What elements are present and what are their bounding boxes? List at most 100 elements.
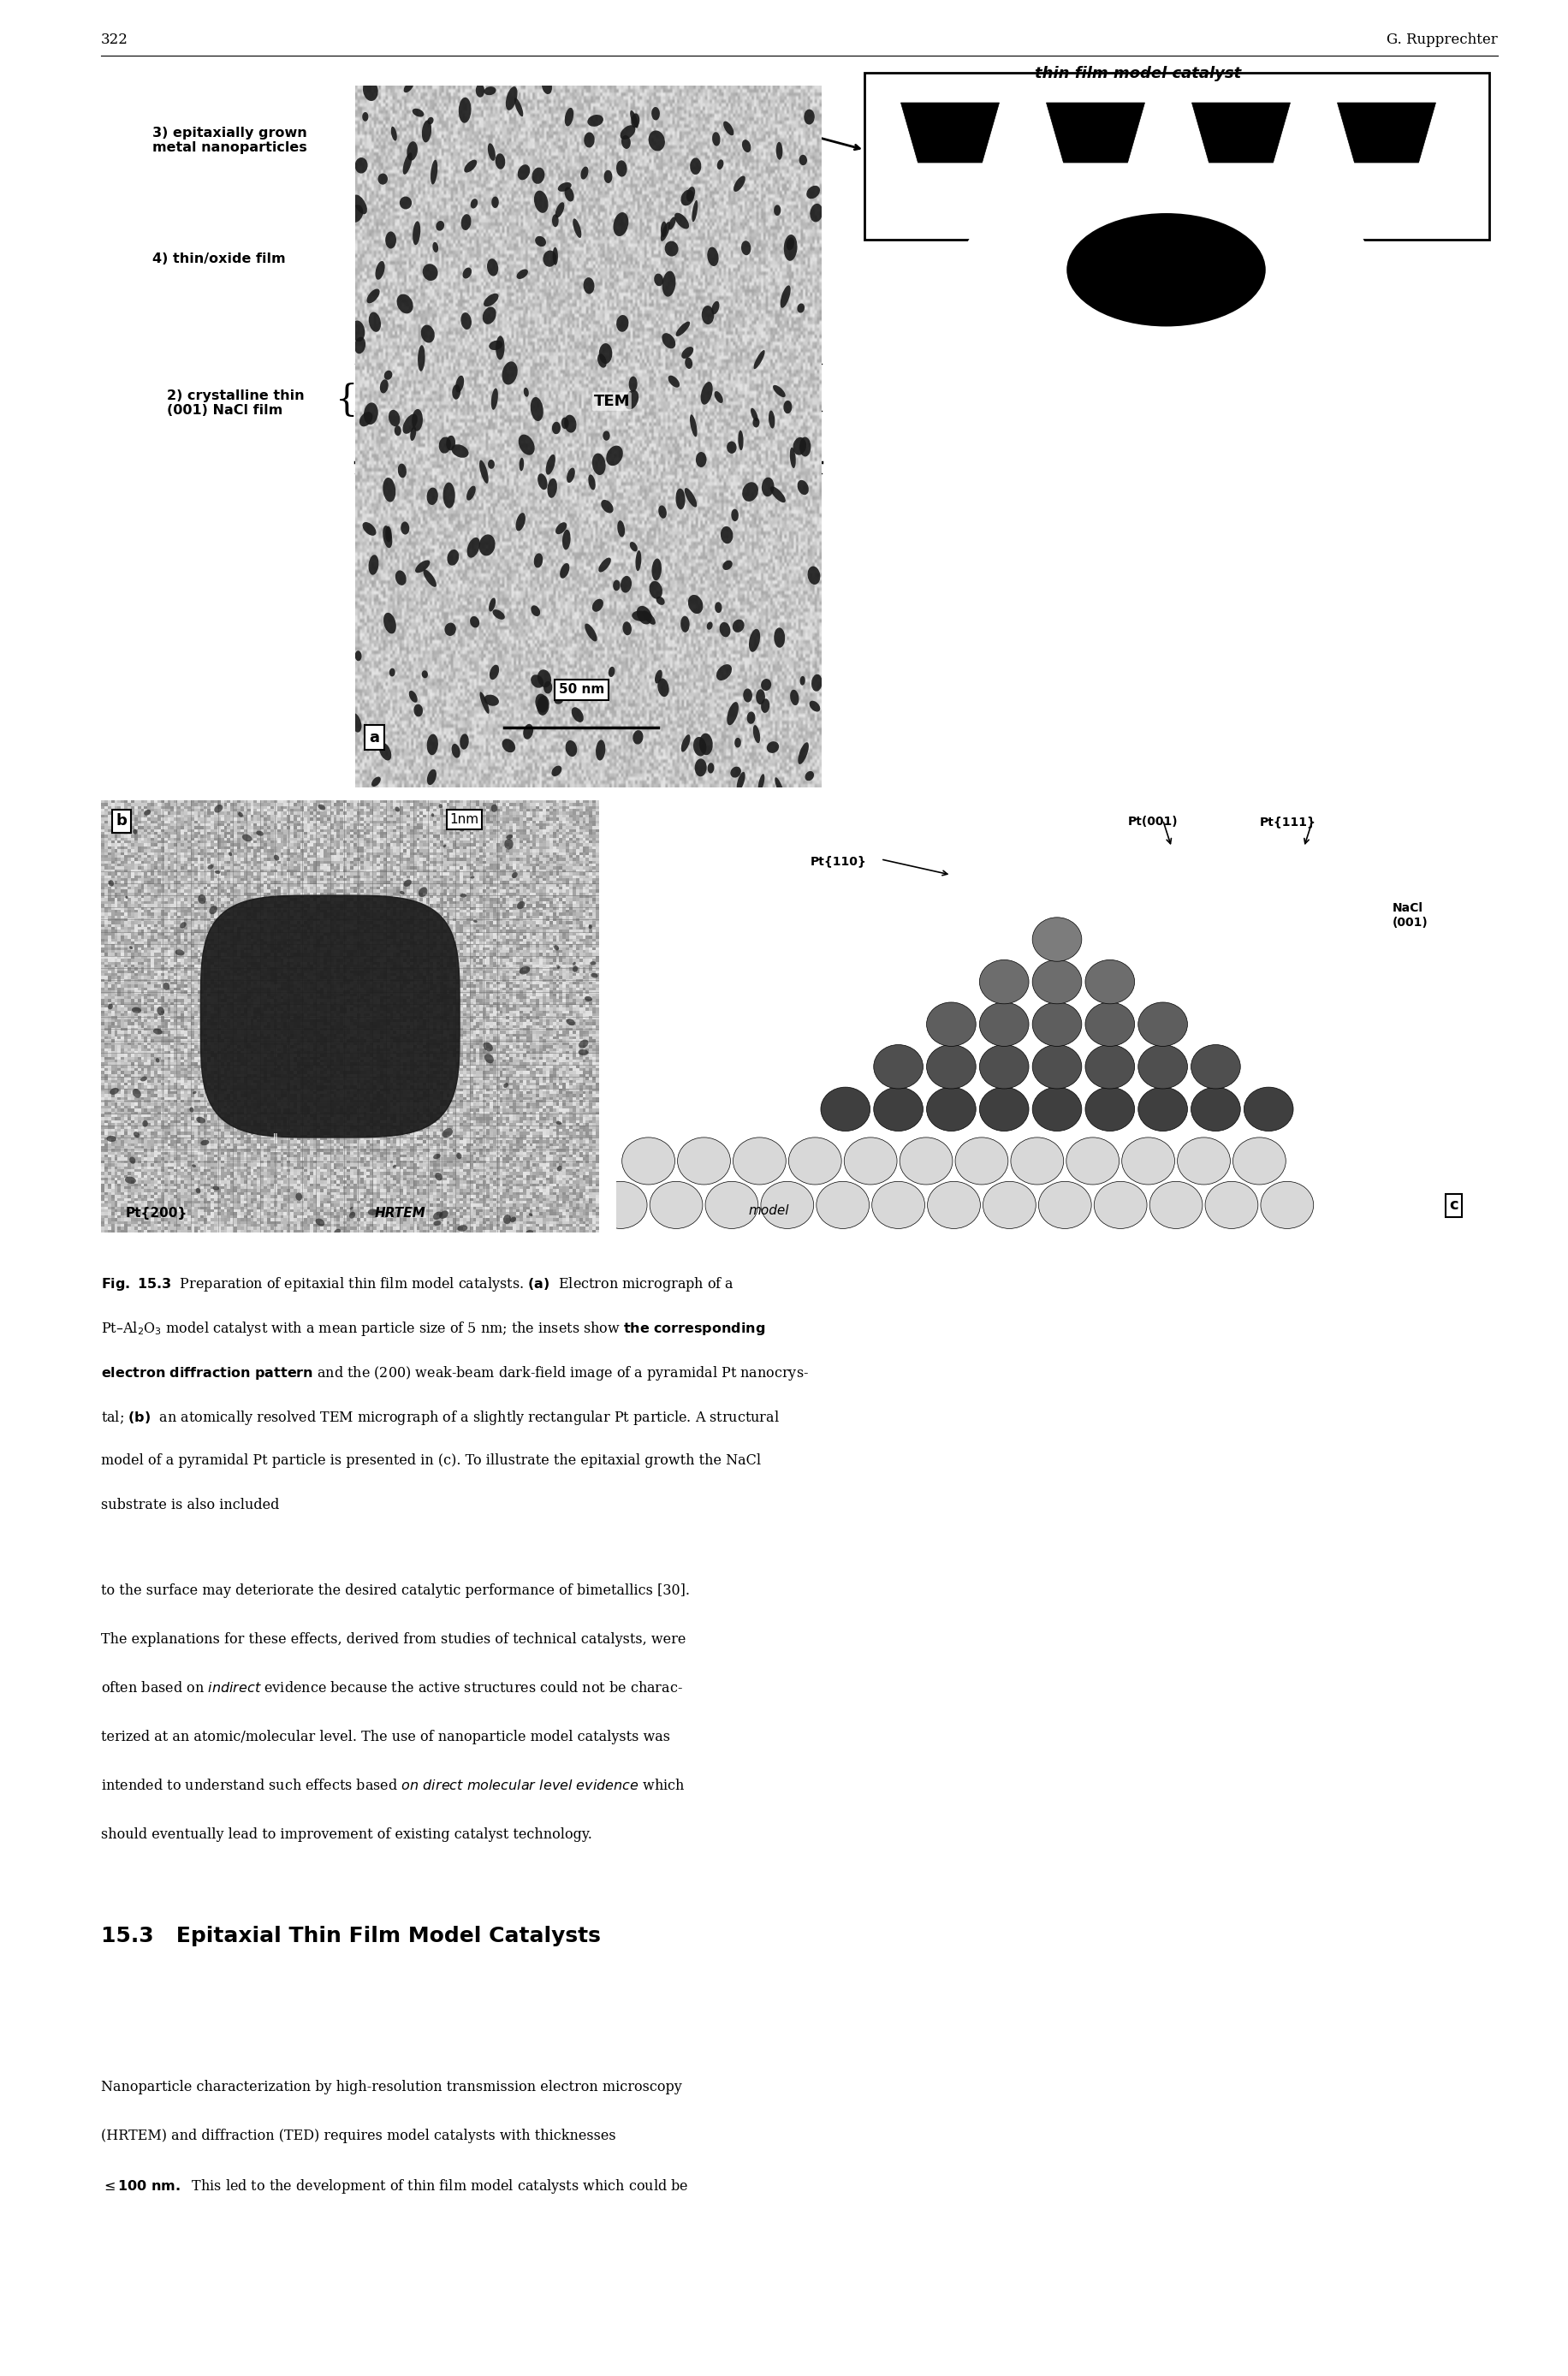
Text: NaCl
(001): NaCl (001) — [1392, 903, 1428, 929]
Ellipse shape — [524, 387, 528, 397]
Circle shape — [1243, 1088, 1294, 1131]
Ellipse shape — [800, 154, 808, 166]
Ellipse shape — [422, 264, 437, 280]
Ellipse shape — [657, 677, 670, 696]
Ellipse shape — [731, 767, 742, 777]
Circle shape — [1011, 1138, 1063, 1186]
Ellipse shape — [386, 230, 397, 249]
Ellipse shape — [721, 527, 732, 544]
Ellipse shape — [544, 682, 552, 694]
Circle shape — [873, 1088, 924, 1131]
Ellipse shape — [557, 1167, 563, 1171]
Ellipse shape — [621, 135, 630, 150]
Ellipse shape — [793, 437, 806, 456]
Ellipse shape — [495, 335, 505, 359]
Ellipse shape — [655, 596, 665, 606]
Ellipse shape — [519, 435, 535, 456]
Circle shape — [1192, 1045, 1240, 1088]
Text: WBDF: WBDF — [1425, 767, 1465, 779]
Ellipse shape — [384, 371, 392, 380]
Ellipse shape — [511, 872, 517, 879]
Ellipse shape — [517, 901, 525, 910]
Circle shape — [1306, 264, 1331, 278]
Ellipse shape — [701, 383, 713, 404]
Ellipse shape — [447, 549, 459, 565]
Ellipse shape — [754, 349, 765, 368]
Ellipse shape — [731, 508, 739, 520]
Ellipse shape — [488, 259, 499, 276]
Ellipse shape — [797, 304, 804, 314]
Ellipse shape — [378, 173, 387, 185]
Circle shape — [817, 1181, 869, 1228]
Polygon shape — [386, 309, 488, 373]
Ellipse shape — [431, 813, 434, 817]
Ellipse shape — [485, 1053, 494, 1064]
Ellipse shape — [757, 775, 765, 791]
Ellipse shape — [690, 157, 701, 173]
Ellipse shape — [668, 216, 676, 230]
Ellipse shape — [442, 482, 455, 508]
Ellipse shape — [506, 86, 517, 109]
Ellipse shape — [776, 143, 782, 159]
Text: flotation
in water: flotation in water — [721, 119, 784, 147]
Text: (HRTEM) and diffraction (TED) requires model catalysts with thicknesses: (HRTEM) and diffraction (TED) requires m… — [100, 2129, 616, 2143]
Ellipse shape — [397, 295, 412, 314]
Ellipse shape — [715, 392, 723, 404]
Circle shape — [844, 1138, 897, 1186]
Circle shape — [980, 1045, 1029, 1088]
Text: Pt{111}: Pt{111} — [1259, 815, 1316, 827]
Ellipse shape — [555, 202, 564, 219]
Ellipse shape — [495, 154, 505, 169]
Ellipse shape — [439, 437, 452, 454]
Ellipse shape — [773, 204, 781, 216]
Text: Nanoparticle characterization by high-resolution transmission electron microscop: Nanoparticle characterization by high-re… — [100, 2079, 682, 2093]
Ellipse shape — [707, 763, 713, 772]
Ellipse shape — [213, 1186, 220, 1190]
Polygon shape — [1192, 102, 1290, 162]
Ellipse shape — [506, 834, 513, 839]
Ellipse shape — [734, 176, 745, 192]
Ellipse shape — [751, 409, 757, 421]
Ellipse shape — [401, 523, 409, 535]
Ellipse shape — [707, 247, 718, 266]
Circle shape — [1217, 192, 1243, 207]
Ellipse shape — [564, 107, 574, 126]
Text: intended to understand such effects based $\it{on\ direct\ molecular\ level\ evi: intended to understand such effects base… — [100, 1780, 685, 1794]
Ellipse shape — [474, 920, 477, 922]
Ellipse shape — [375, 261, 384, 280]
Ellipse shape — [458, 827, 464, 832]
Ellipse shape — [588, 114, 604, 126]
Text: Pt{200}: Pt{200} — [125, 1207, 188, 1219]
Ellipse shape — [552, 214, 558, 228]
Ellipse shape — [597, 354, 607, 368]
Ellipse shape — [798, 480, 809, 494]
Ellipse shape — [478, 535, 495, 556]
Polygon shape — [1338, 102, 1436, 162]
Circle shape — [980, 1003, 1029, 1045]
Ellipse shape — [191, 1164, 196, 1167]
Polygon shape — [624, 309, 728, 373]
Ellipse shape — [525, 1231, 533, 1236]
Ellipse shape — [492, 611, 505, 620]
Ellipse shape — [580, 166, 588, 181]
Ellipse shape — [784, 235, 797, 261]
Ellipse shape — [516, 513, 525, 530]
Ellipse shape — [514, 97, 524, 116]
Ellipse shape — [618, 520, 626, 537]
Text: 322: 322 — [100, 33, 129, 48]
Ellipse shape — [784, 402, 792, 413]
Ellipse shape — [688, 594, 702, 613]
Ellipse shape — [599, 342, 612, 364]
Ellipse shape — [445, 623, 456, 637]
Ellipse shape — [643, 611, 655, 625]
Circle shape — [955, 1138, 1008, 1186]
Ellipse shape — [368, 311, 381, 333]
Circle shape — [760, 1181, 814, 1228]
Text: 2) crystalline thin
(001) NaCl film: 2) crystalline thin (001) NaCl film — [166, 390, 304, 418]
Ellipse shape — [790, 689, 800, 706]
Circle shape — [734, 1138, 786, 1186]
Ellipse shape — [660, 221, 666, 238]
Circle shape — [677, 1138, 731, 1186]
Ellipse shape — [693, 737, 707, 756]
Text: {: { — [336, 383, 358, 418]
